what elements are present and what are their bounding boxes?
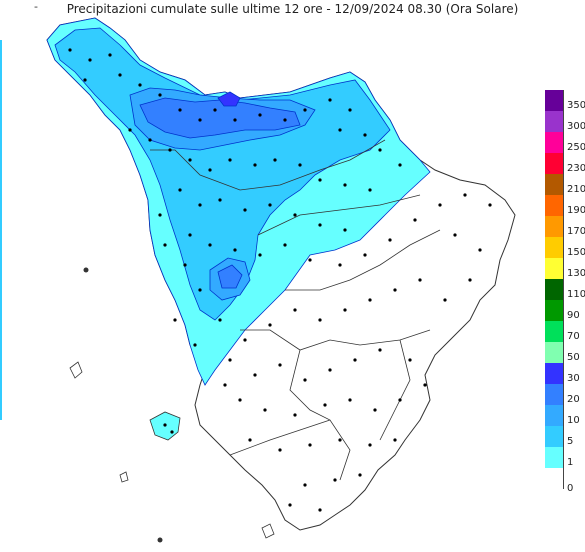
legend-label: 150 xyxy=(567,247,585,258)
legend-row: 5 xyxy=(545,426,585,447)
legend-swatch xyxy=(545,321,564,342)
legend-label: 210 xyxy=(567,184,585,195)
legend-swatch xyxy=(545,111,564,132)
legend-row: 210 xyxy=(545,174,585,195)
legend-label: 110 xyxy=(567,289,585,300)
legend-swatch xyxy=(545,468,564,489)
legend-swatch xyxy=(545,342,564,363)
map-title: Precipitazioni cumulate sulle ultime 12 … xyxy=(66,2,519,16)
province-boundaries xyxy=(150,139,441,481)
corner-mark: - xyxy=(34,0,38,13)
legend-row: 250 xyxy=(545,132,585,153)
legend-row: 230 xyxy=(545,153,585,174)
island-gorgona xyxy=(83,267,89,273)
legend-swatch xyxy=(545,174,564,195)
island-pianosa xyxy=(119,471,129,483)
legend-label: 1 xyxy=(567,457,574,468)
legend-label: 230 xyxy=(567,163,585,174)
legend-swatch xyxy=(545,384,564,405)
legend-row: 150 xyxy=(545,237,585,258)
legend-row: 170 xyxy=(545,216,585,237)
legend-swatch xyxy=(545,258,564,279)
legend-label: 250 xyxy=(567,142,585,153)
legend-row: 30 xyxy=(545,363,585,384)
legend-row: 10 xyxy=(545,405,585,426)
legend-swatch xyxy=(545,447,564,468)
island-giannutri xyxy=(157,537,163,543)
legend-bottom-label: 0 xyxy=(567,483,574,494)
legend-label: 50 xyxy=(567,352,580,363)
island-giglio xyxy=(261,523,275,539)
legend-swatch xyxy=(545,237,564,258)
legend-row: 50 xyxy=(545,342,585,363)
legend-swatch xyxy=(545,279,564,300)
legend-swatch xyxy=(545,216,564,237)
legend-label: 20 xyxy=(567,394,580,405)
legend-swatch xyxy=(545,153,564,174)
legend-label: 70 xyxy=(567,331,580,342)
island-capraia xyxy=(69,361,83,379)
rain-zone-20-30 xyxy=(139,97,301,139)
legend-label: 90 xyxy=(567,310,580,321)
legend-label: 5 xyxy=(567,436,574,447)
legend-label: 190 xyxy=(567,205,585,216)
legend-label: 170 xyxy=(567,226,585,237)
legend-row: 1 xyxy=(545,447,585,468)
legend-row xyxy=(545,468,585,489)
legend-row: 90 xyxy=(545,300,585,321)
legend-row: 70 xyxy=(545,321,585,342)
legend-swatch xyxy=(545,363,564,384)
legend-label: 30 xyxy=(567,373,580,384)
legend-swatch xyxy=(545,300,564,321)
legend-row: 350 xyxy=(545,90,585,111)
legend-label: 350 xyxy=(567,100,585,111)
left-edge-strip xyxy=(0,40,2,420)
legend-row: 110 xyxy=(545,279,585,300)
station-dots xyxy=(68,48,492,512)
legend-label: 300 xyxy=(567,121,585,132)
legend-row: 190 xyxy=(545,195,585,216)
legend-swatch xyxy=(545,90,564,111)
legend-label: 130 xyxy=(567,268,585,279)
legend-label: 10 xyxy=(567,415,580,426)
rain-zone-30-core xyxy=(217,91,241,107)
legend-row: 300 xyxy=(545,111,585,132)
legend-row: 130 xyxy=(545,258,585,279)
legend-row: 20 xyxy=(545,384,585,405)
legend-swatch xyxy=(545,405,564,426)
rain-zone-20-30-south xyxy=(217,264,243,289)
legend-swatch xyxy=(545,132,564,153)
legend-swatch xyxy=(545,426,564,447)
legend-swatch xyxy=(545,195,564,216)
